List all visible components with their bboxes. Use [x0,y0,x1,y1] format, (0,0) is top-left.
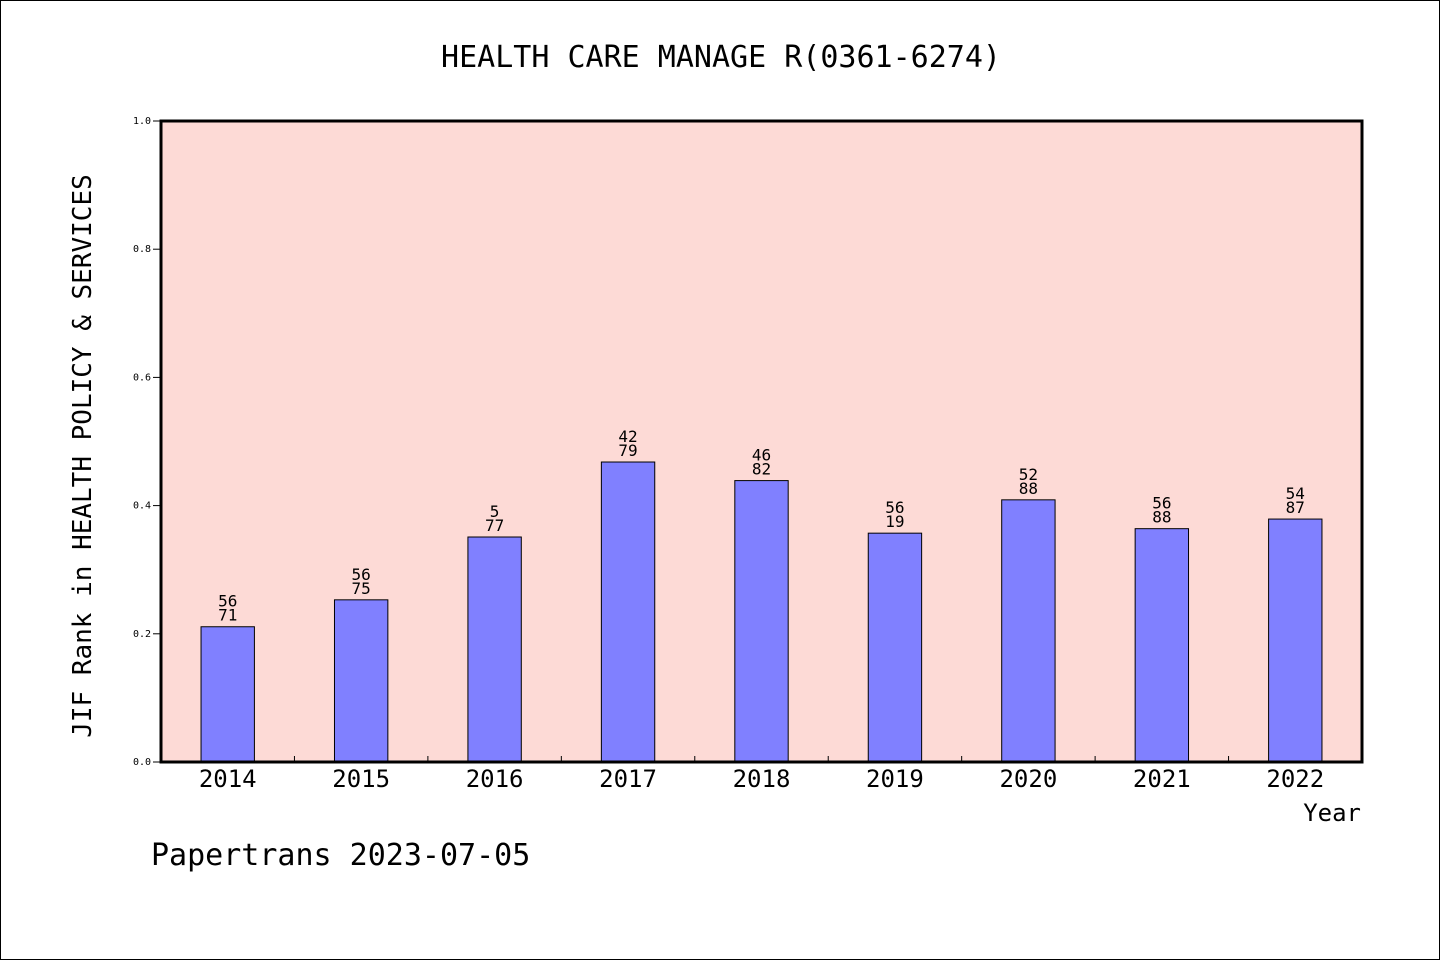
bar-label-2021-top: 56 [1152,494,1171,513]
bar-2016 [467,536,522,763]
bar-label-2018-bottom: 82 [752,460,771,479]
x-tick-label-2022: 2022 [1266,765,1324,793]
y-tick-label-1.0: 1.0 [133,116,151,127]
y-tick-label-0.8: 0.8 [133,244,151,255]
bar-label-2015-top: 56 [352,565,371,584]
bar-label-2016-top: 5 [490,502,500,521]
bar-label-2020-bottom: 88 [1019,479,1038,498]
y-axis-label: JIF Rank in HEALTH POLICY & SERVICES [68,174,98,738]
y-tick-label-0.2: 0.2 [133,629,151,640]
bar-2021 [1134,528,1190,763]
bar-label-2022-bottom: 87 [1286,498,1305,517]
x-tick-label-2016: 2016 [466,765,524,793]
bar-2019 [867,532,923,763]
x-tick-label-2020: 2020 [999,765,1057,793]
y-tick-label-0.0: 0.0 [133,757,151,768]
bar-2020 [1001,499,1056,763]
bar-label-2016-bottom: 77 [485,516,504,535]
chart-title: HEALTH CARE MANAGE R(0361-6274) [441,40,1001,75]
bar-label-2017-top: 42 [618,427,637,446]
x-axis-label: Year [1303,799,1361,827]
footer-text: Papertrans 2023-07-05 [151,838,530,873]
bar-label-2022-top: 54 [1286,484,1305,503]
bar-label-2019-top: 56 [885,498,904,517]
x-tick-label-2018: 2018 [733,765,791,793]
bar-label-2018-top: 46 [752,446,771,465]
x-tick-label-2019: 2019 [866,765,924,793]
bar-2022 [1268,518,1323,763]
plot-border [159,119,1364,764]
bar-label-2014-bottom: 71 [218,606,237,625]
bar-label-2020-top: 52 [1019,465,1038,484]
x-tick-label-2015: 2015 [332,765,390,793]
bar-label-2017-bottom: 79 [618,441,637,460]
x-tick-label-2014: 2014 [199,765,257,793]
bar-label-2019-bottom: 19 [885,512,904,531]
bar-label-2014-top: 56 [218,592,237,611]
x-tick-label-2021: 2021 [1133,765,1191,793]
y-tick-label-0.4: 0.4 [133,501,151,512]
bar-2015 [333,599,389,763]
y-axis-ticks: 0.0 0.2 0.4 0.6 0.8 1.0 [133,116,161,768]
bar-label-2021-bottom: 88 [1152,508,1171,527]
bar-2018 [734,480,789,763]
bar-2017 [600,461,656,763]
bar-2014 [200,626,255,763]
bar-label-2015-bottom: 75 [352,579,371,598]
x-tick-label-2017: 2017 [599,765,657,793]
x-axis-ticks: 2014 2015 2016 2017 2018 2019 2020 2021 2022 [199,756,1324,793]
y-tick-label-0.6: 0.6 [133,372,151,383]
bars-group [200,461,1323,763]
